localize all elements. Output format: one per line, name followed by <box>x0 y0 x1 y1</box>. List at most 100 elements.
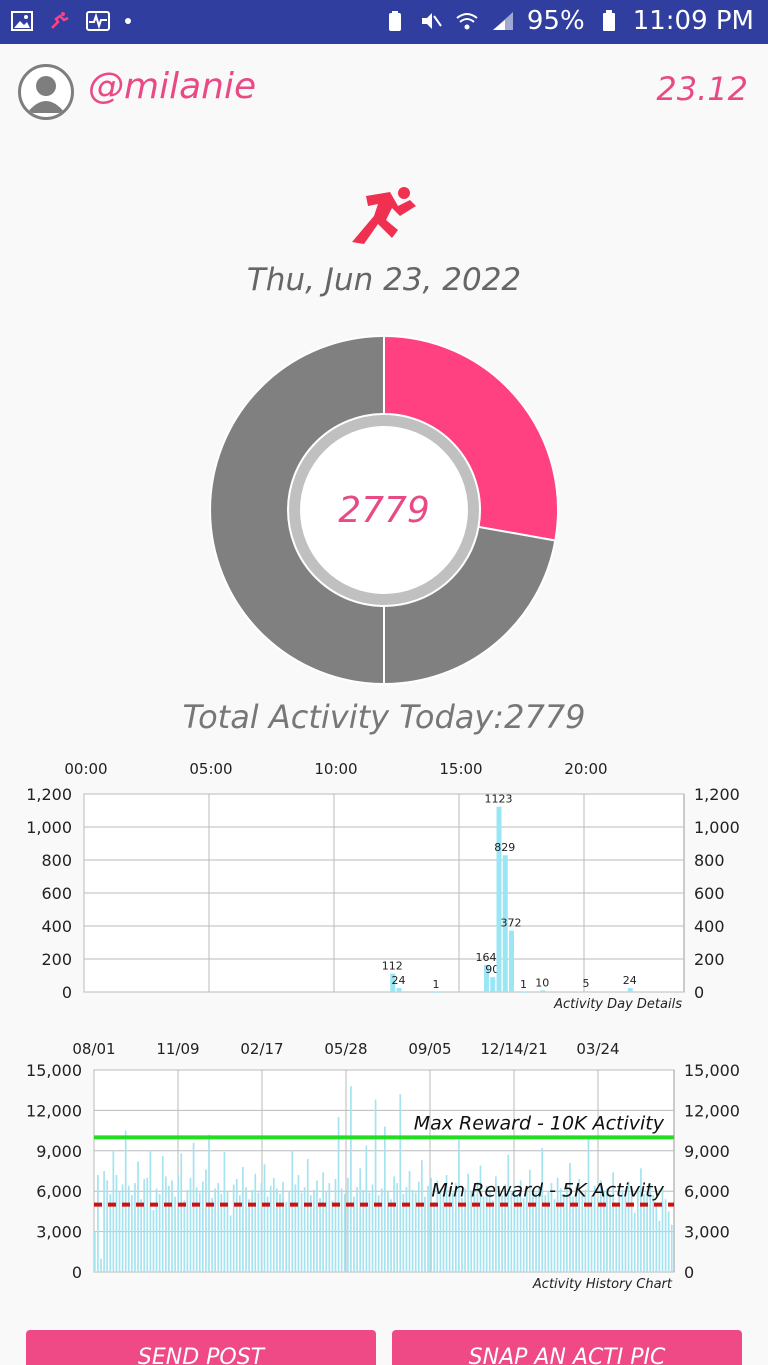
history-bar <box>442 1195 445 1272</box>
history-bar <box>559 1188 562 1272</box>
history-bar <box>245 1187 247 1272</box>
history-bar <box>599 1180 602 1272</box>
history-bar <box>380 1188 383 1272</box>
history-bar <box>303 1187 306 1272</box>
history-bar <box>387 1191 389 1272</box>
history-bar <box>177 1175 179 1272</box>
history-bar <box>596 1197 599 1272</box>
day-bar <box>502 855 508 992</box>
history-bar <box>346 1177 349 1272</box>
snap-pic-button[interactable]: SNAP AN ACTI PIC <box>392 1330 742 1365</box>
history-bar <box>127 1185 130 1272</box>
history-bar <box>254 1173 257 1272</box>
history-bar <box>402 1193 405 1272</box>
history-bar <box>220 1193 223 1272</box>
history-bar <box>646 1191 648 1272</box>
day-x-tick: 00:00 <box>64 760 107 778</box>
history-bar <box>149 1150 152 1272</box>
history-y-tick-left: 12,000 <box>26 1101 82 1120</box>
history-x-tick: 11/09 <box>156 1040 199 1058</box>
history-bar <box>566 1184 568 1272</box>
history-bar <box>384 1126 386 1272</box>
history-bar <box>362 1189 365 1272</box>
status-bar: 95% 11:09 PM <box>0 0 768 44</box>
history-bar <box>396 1183 399 1272</box>
history-bar <box>593 1185 596 1272</box>
history-bar <box>115 1175 118 1272</box>
day-bar-label: 112 <box>382 960 403 973</box>
avatar[interactable] <box>18 64 74 120</box>
history-bar <box>504 1184 507 1272</box>
day-x-tick: 05:00 <box>189 760 232 778</box>
history-bar <box>621 1189 624 1272</box>
history-bar <box>251 1189 254 1272</box>
history-bar <box>661 1188 664 1272</box>
day-bar-label: 90 <box>485 963 499 976</box>
history-bar <box>658 1220 661 1272</box>
history-bar <box>118 1191 121 1272</box>
history-bar <box>285 1201 287 1272</box>
history-bar <box>374 1099 377 1272</box>
history-bar <box>411 1189 414 1272</box>
history-bar <box>535 1192 537 1272</box>
balance: 23.12 <box>656 70 748 108</box>
history-bar <box>464 1188 466 1272</box>
history-bar <box>343 1193 346 1272</box>
history-bar <box>612 1172 614 1272</box>
history-bar <box>525 1185 528 1272</box>
history-bar <box>146 1177 149 1272</box>
history-bar <box>124 1130 127 1272</box>
day-bar <box>396 988 402 992</box>
history-bar <box>627 1181 630 1272</box>
history-x-tick: 08/01 <box>72 1040 115 1058</box>
dot-icon <box>125 18 131 24</box>
history-bar <box>482 1196 485 1272</box>
history-bar <box>331 1200 334 1272</box>
history-bar <box>630 1192 633 1272</box>
history-bar <box>606 1188 608 1272</box>
history-x-tick: 09/05 <box>408 1040 451 1058</box>
history-bar <box>192 1142 195 1272</box>
day-bar <box>434 991 439 993</box>
history-y-tick-right: 6,000 <box>684 1182 730 1201</box>
history-bar <box>198 1192 201 1272</box>
history-bar <box>479 1165 482 1272</box>
history-bar <box>242 1166 244 1272</box>
history-y-tick-right: 9,000 <box>684 1142 730 1161</box>
history-x-tick: 02/17 <box>240 1040 283 1058</box>
day-bar <box>490 977 496 992</box>
history-bar <box>485 1185 488 1272</box>
donut-progress-slice <box>383 334 559 542</box>
username[interactable]: @milanie <box>88 66 257 107</box>
history-bar <box>269 1185 272 1272</box>
history-bar <box>553 1199 556 1272</box>
donut-remaining-slice <box>383 525 557 686</box>
history-bar <box>368 1192 371 1272</box>
history-bar <box>603 1191 605 1272</box>
history-bar <box>353 1196 355 1272</box>
wifi-icon <box>456 13 478 30</box>
day-bar-label: 829 <box>494 841 515 854</box>
history-bar <box>316 1180 318 1272</box>
history-bar <box>439 1191 442 1272</box>
history-bar <box>300 1192 303 1272</box>
send-post-button[interactable]: SEND POST <box>26 1330 376 1365</box>
history-bar <box>532 1189 534 1272</box>
history-bar <box>643 1193 645 1272</box>
history-y-tick-left: 6,000 <box>36 1182 82 1201</box>
history-bar <box>97 1175 99 1272</box>
history-bar <box>390 1199 392 1272</box>
history-bar <box>664 1199 667 1272</box>
history-bar <box>214 1188 217 1272</box>
history-bar <box>578 1179 581 1272</box>
history-y-tick-left: 3,000 <box>36 1223 82 1242</box>
day-y-tick-left: 0 <box>62 983 72 1002</box>
history-bar <box>291 1150 294 1272</box>
history-bar <box>550 1183 553 1272</box>
history-bar <box>408 1171 411 1272</box>
history-bar <box>624 1196 627 1272</box>
history-bar <box>359 1168 362 1272</box>
history-bar <box>417 1181 420 1272</box>
day-x-tick: 20:00 <box>564 760 607 778</box>
day-bar-label: 372 <box>501 917 522 930</box>
